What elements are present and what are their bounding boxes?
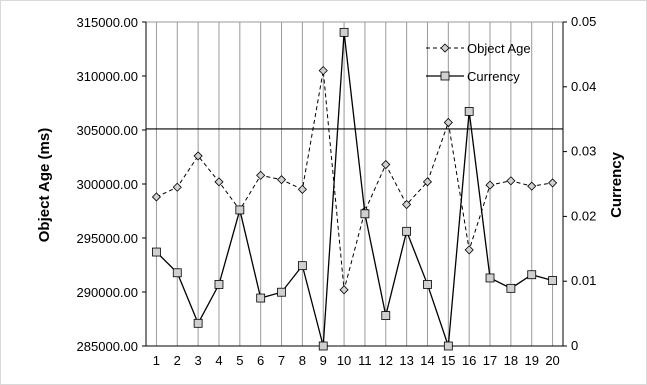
left-tick-label-2: 295000.00 bbox=[77, 231, 138, 246]
x-tick-label-8: 8 bbox=[299, 353, 306, 368]
point-currency-11 bbox=[360, 209, 370, 219]
x-tick-label-7: 7 bbox=[278, 353, 285, 368]
point-currency-6 bbox=[256, 293, 266, 303]
x-tick-label-13: 13 bbox=[399, 353, 413, 368]
point-object-age-20 bbox=[548, 178, 558, 188]
point-currency-15 bbox=[443, 341, 453, 351]
x-tick-label-14: 14 bbox=[420, 353, 434, 368]
x-tick-label-12: 12 bbox=[379, 353, 393, 368]
point-currency-7 bbox=[277, 287, 286, 297]
x-tick-label-18: 18 bbox=[504, 353, 518, 368]
left-tick-label-6: 315000.00 bbox=[77, 15, 138, 30]
point-object-age-1 bbox=[151, 192, 161, 202]
point-object-age-7 bbox=[276, 175, 287, 185]
point-object-age-8 bbox=[297, 184, 307, 194]
point-currency-20 bbox=[548, 276, 557, 285]
right-tick-label-3: 0.03 bbox=[571, 144, 596, 159]
x-tick-label-20: 20 bbox=[545, 353, 559, 368]
x-tick-label-4: 4 bbox=[215, 353, 222, 368]
right-tick-label-2: 0.02 bbox=[571, 208, 596, 223]
legend-label-currency: Currency bbox=[467, 69, 520, 84]
point-currency-3 bbox=[193, 318, 203, 328]
point-object-age-14 bbox=[422, 177, 433, 187]
right-tick-label-5: 0.05 bbox=[571, 14, 596, 29]
legend-item-currency: Currency bbox=[426, 69, 520, 84]
point-object-age-4 bbox=[214, 177, 224, 187]
point-object-age-19 bbox=[527, 181, 537, 191]
point-object-age-16 bbox=[464, 245, 474, 255]
point-currency-5 bbox=[235, 205, 245, 215]
x-tick-label-15: 15 bbox=[441, 353, 455, 368]
x-tick-label-19: 19 bbox=[524, 353, 538, 368]
point-object-age-17 bbox=[485, 180, 495, 190]
point-currency-4 bbox=[214, 280, 224, 289]
point-currency-16 bbox=[464, 107, 474, 116]
right-tick-label-4: 0.04 bbox=[571, 79, 596, 94]
point-object-age-15 bbox=[443, 117, 453, 128]
point-currency-12 bbox=[381, 311, 391, 320]
legend-label-object-age: Object Age bbox=[467, 41, 531, 56]
legend-swatch-currency-marker bbox=[440, 71, 450, 81]
left-tick-label-0: 285000.00 bbox=[77, 339, 138, 354]
axes bbox=[142, 21, 567, 347]
series-line-object-age bbox=[156, 70, 553, 290]
point-object-age-13 bbox=[402, 199, 412, 210]
left-axis-title: Object Age (ms) bbox=[36, 128, 53, 242]
point-object-age-12 bbox=[381, 159, 391, 170]
point-object-age-18 bbox=[506, 176, 516, 186]
point-object-age-10 bbox=[339, 285, 349, 295]
x-tick-label-3: 3 bbox=[195, 353, 202, 368]
legend-item-object-age: Object Age bbox=[426, 41, 531, 56]
x-tick-label-11: 11 bbox=[358, 353, 372, 368]
x-tick-label-17: 17 bbox=[483, 353, 497, 368]
left-tick-label-5: 310000.00 bbox=[77, 69, 138, 84]
point-currency-18 bbox=[506, 283, 516, 293]
series-line-currency bbox=[155, 32, 553, 347]
point-currency-8 bbox=[297, 261, 307, 271]
point-currency-10 bbox=[339, 27, 349, 37]
x-tick-label-5: 5 bbox=[236, 353, 243, 368]
left-tick-label-3: 300000.00 bbox=[77, 177, 138, 192]
tick-labels: 285000.00290000.00295000.00300000.003050… bbox=[77, 14, 597, 368]
point-object-age-6 bbox=[256, 170, 266, 180]
series bbox=[151, 27, 558, 351]
left-tick-label-1: 290000.00 bbox=[77, 285, 138, 300]
point-currency-14 bbox=[423, 280, 432, 289]
right-tick-label-0: 0 bbox=[571, 338, 578, 353]
x-tick-label-6: 6 bbox=[257, 353, 264, 368]
x-tick-label-16: 16 bbox=[462, 353, 476, 368]
right-tick-label-1: 0.01 bbox=[571, 273, 596, 288]
point-object-age-9 bbox=[318, 66, 328, 76]
legend-swatch-object-age-marker bbox=[440, 43, 450, 53]
x-tick-label-1: 1 bbox=[153, 353, 160, 368]
point-currency-13 bbox=[402, 226, 412, 236]
left-tick-label-4: 305000.00 bbox=[77, 123, 138, 138]
point-object-age-3 bbox=[193, 151, 203, 161]
point-currency-19 bbox=[527, 270, 537, 280]
point-currency-1 bbox=[152, 247, 161, 257]
right-axis-title: Currency bbox=[608, 151, 625, 218]
x-tick-label-10: 10 bbox=[337, 353, 351, 368]
x-tick-label-2: 2 bbox=[174, 353, 181, 368]
legend: Object Age Currency bbox=[426, 41, 531, 84]
point-currency-17 bbox=[485, 273, 495, 283]
point-object-age-2 bbox=[172, 182, 182, 192]
point-currency-2 bbox=[172, 268, 182, 278]
point-currency-9 bbox=[318, 341, 328, 351]
x-tick-label-9: 9 bbox=[320, 353, 327, 368]
